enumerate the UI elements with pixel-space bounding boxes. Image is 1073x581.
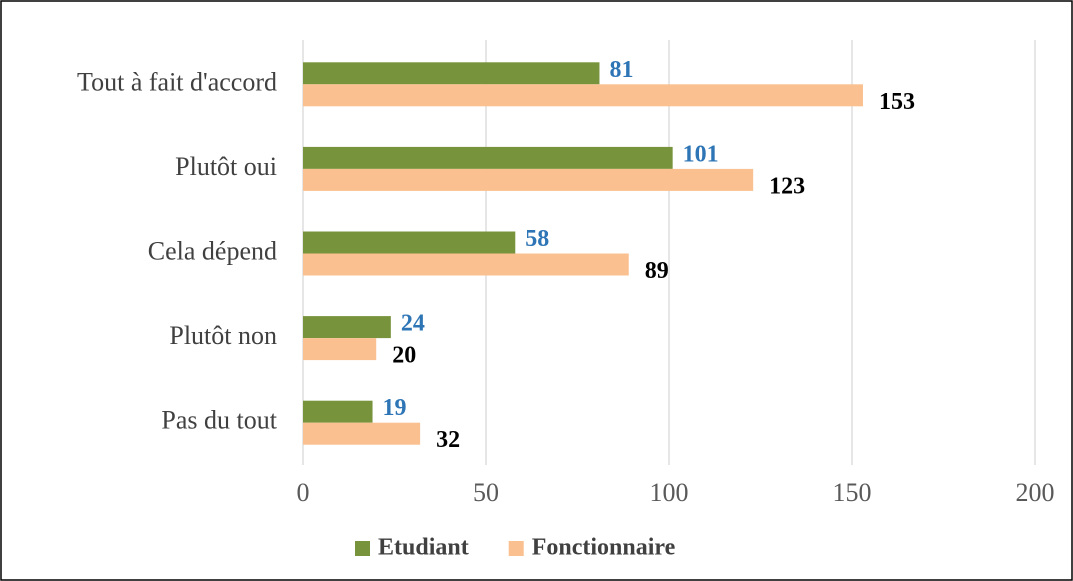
data-label: 81 (609, 57, 633, 83)
data-label: 123 (769, 173, 805, 199)
data-label: 58 (525, 226, 549, 252)
data-label: 89 (645, 258, 669, 284)
data-label: 153 (879, 89, 915, 115)
bar (303, 168, 754, 191)
data-label: 32 (436, 427, 460, 453)
x-tick-label: 100 (650, 478, 689, 507)
y-tick-label: Pas du tout (161, 406, 277, 435)
y-tick-label: Tout à fait d'accord (77, 67, 277, 96)
data-label: 101 (683, 141, 719, 167)
legend-swatch (508, 541, 524, 556)
bar (303, 231, 516, 254)
legend-swatch (355, 541, 370, 556)
bar (303, 84, 863, 107)
x-tick-label: 50 (473, 478, 499, 507)
x-tick-label: 0 (297, 478, 310, 507)
bar (303, 400, 373, 423)
bar (303, 338, 377, 361)
y-tick-label: Cela dépend (148, 236, 277, 265)
legend-label: Fonctionnaire (532, 535, 676, 561)
y-tick-label: Plutôt oui (175, 152, 277, 181)
x-tick-label: 200 (1016, 478, 1055, 507)
bar (303, 146, 673, 169)
x-tick-label: 150 (833, 478, 872, 507)
bar (303, 316, 391, 339)
data-label: 19 (383, 395, 407, 421)
legend-label: Etudiant (378, 535, 469, 561)
bar (303, 253, 629, 276)
data-label: 20 (392, 343, 416, 369)
y-tick-label: Plutôt non (169, 321, 277, 350)
bar (303, 62, 600, 85)
bar (303, 422, 421, 445)
data-label: 24 (401, 311, 425, 337)
